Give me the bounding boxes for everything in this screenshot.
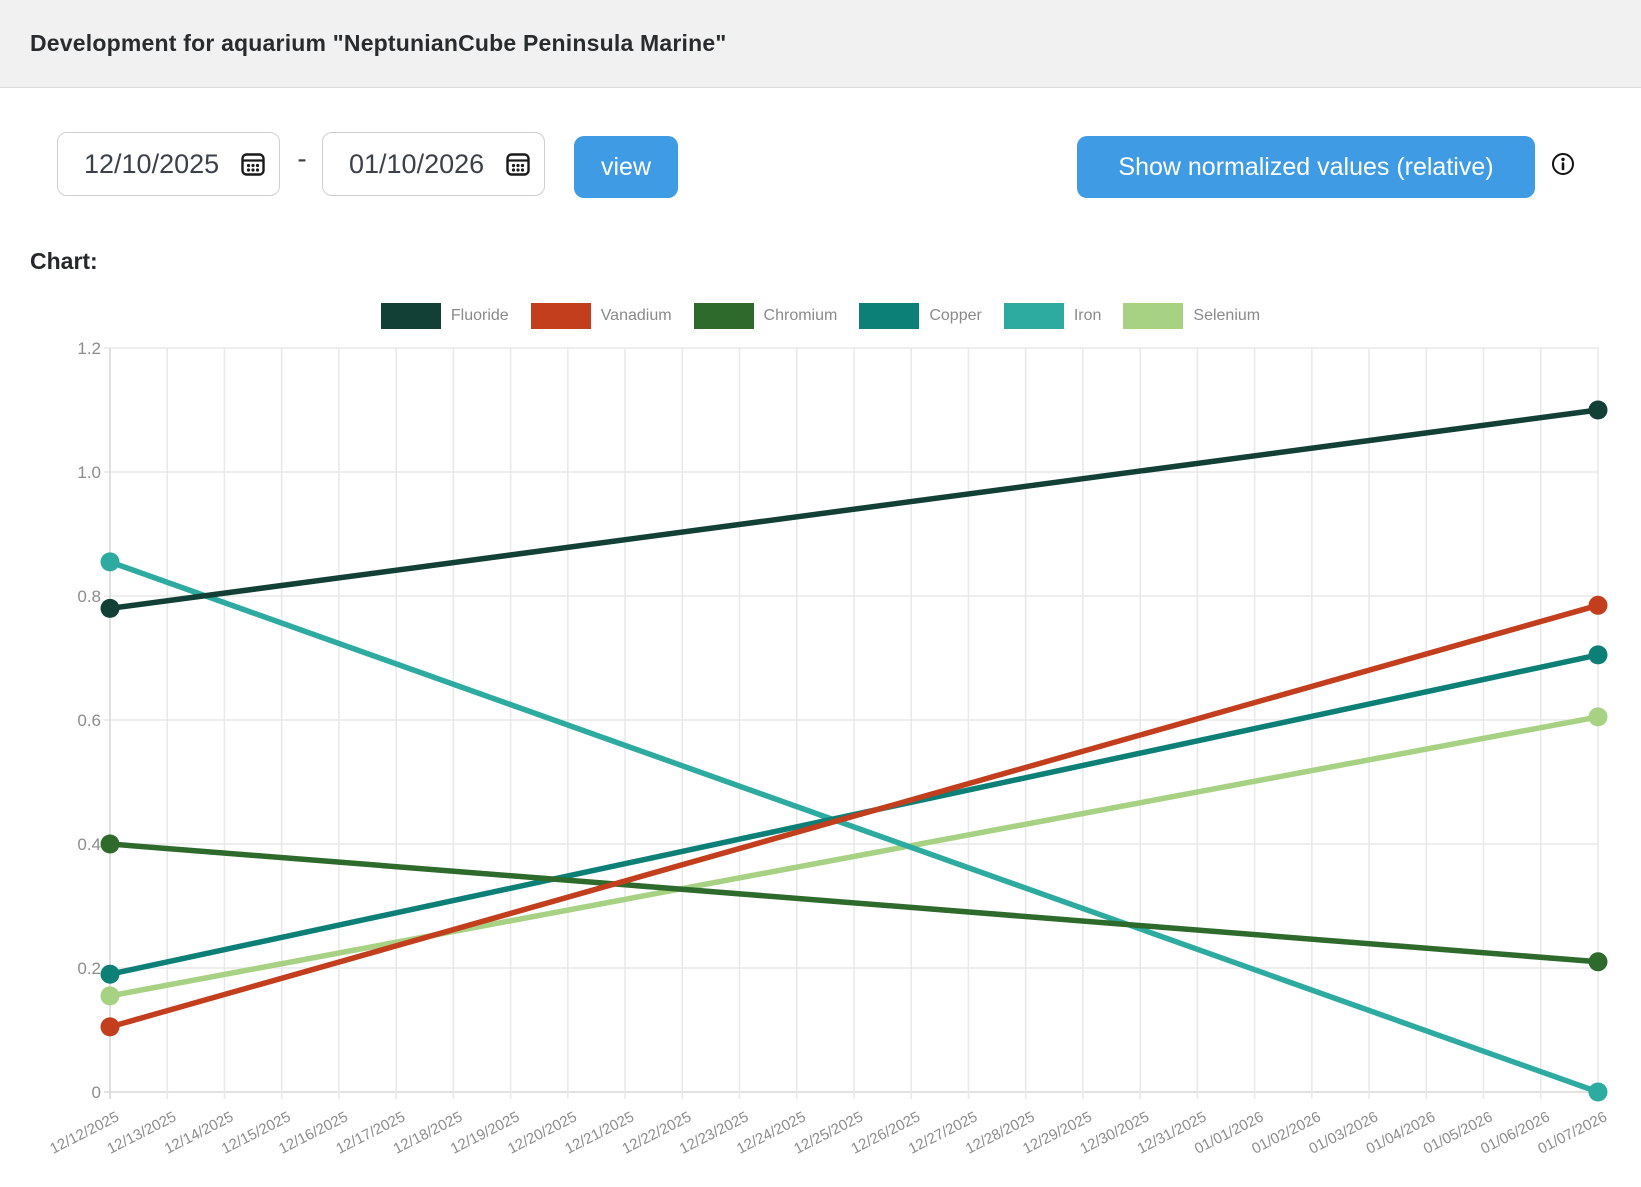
y-tick-label: 0.6 xyxy=(77,711,101,730)
series-line-selenium xyxy=(107,714,1601,999)
chart-legend: Fluoride Vanadium Chromium Copper Iron Seleni… xyxy=(0,303,1641,329)
end-date-input[interactable]: 01/10/2026 xyxy=(322,132,545,196)
legend-swatch-icon xyxy=(380,303,441,329)
series-line-iron xyxy=(107,559,1601,1095)
legend-label: Iron xyxy=(1073,307,1102,324)
end-date-value: 01/10/2026 xyxy=(349,148,485,179)
y-tick-label: 0.4 xyxy=(77,835,101,854)
series-line-chromium xyxy=(107,841,1601,965)
info-circle-icon[interactable] xyxy=(1551,152,1575,176)
legend-item-chromium: Chromium xyxy=(693,303,838,329)
data-point-iron-start xyxy=(100,552,120,572)
data-point-chromium-end xyxy=(1588,952,1608,972)
date-range-separator: - xyxy=(297,143,307,174)
start-date-input[interactable]: 12/10/2025 xyxy=(57,132,280,196)
legend-swatch-icon xyxy=(1003,303,1064,329)
legend-label: Chromium xyxy=(763,307,838,324)
legend-item-vanadium: Vanadium xyxy=(530,303,672,329)
legend-label: Vanadium xyxy=(600,307,672,324)
legend-label: Fluoride xyxy=(450,307,509,324)
start-date-value: 12/10/2025 xyxy=(84,148,220,179)
y-tick-label: 1.2 xyxy=(77,339,101,358)
y-tick-label: 0 xyxy=(92,1083,101,1102)
series-line-vanadium xyxy=(107,602,1601,1030)
data-point-vanadium-end xyxy=(1588,595,1608,615)
legend-item-fluoride: Fluoride xyxy=(380,303,509,329)
legend-swatch-icon xyxy=(859,303,920,329)
calendar-icon[interactable] xyxy=(239,150,267,178)
data-point-fluoride-end xyxy=(1588,400,1608,420)
y-tick-label: 0.2 xyxy=(77,959,101,978)
data-point-selenium-start xyxy=(100,986,120,1006)
y-tick-label: 0.8 xyxy=(77,587,101,606)
page-title: Development for aquarium "NeptunianCube … xyxy=(30,30,727,56)
header-bar: Development for aquarium "NeptunianCube … xyxy=(0,0,1641,88)
view-button[interactable]: view xyxy=(574,136,678,198)
data-point-vanadium-start xyxy=(100,1017,120,1037)
data-point-fluoride-start xyxy=(100,598,120,618)
legend-swatch-icon xyxy=(693,303,754,329)
legend-swatch-icon xyxy=(1123,303,1184,329)
y-tick-label: 1.0 xyxy=(77,463,101,482)
data-point-copper-start xyxy=(100,964,120,984)
legend-item-iron: Iron xyxy=(1003,303,1102,329)
show-normalized-button[interactable]: Show normalized values (relative) xyxy=(1077,136,1535,198)
data-point-chromium-start xyxy=(100,834,120,854)
series-line-fluoride xyxy=(107,407,1601,612)
chart-section-label: Chart: xyxy=(30,248,98,274)
legend-item-selenium: Selenium xyxy=(1123,303,1260,329)
legend-label: Selenium xyxy=(1193,307,1261,324)
legend-swatch-icon xyxy=(530,303,591,329)
data-point-copper-end xyxy=(1588,645,1608,665)
legend-label: Copper xyxy=(929,307,982,324)
calendar-icon[interactable] xyxy=(504,150,532,178)
data-point-selenium-end xyxy=(1588,707,1608,727)
data-point-iron-end xyxy=(1588,1082,1608,1102)
legend-item-copper: Copper xyxy=(859,303,982,329)
